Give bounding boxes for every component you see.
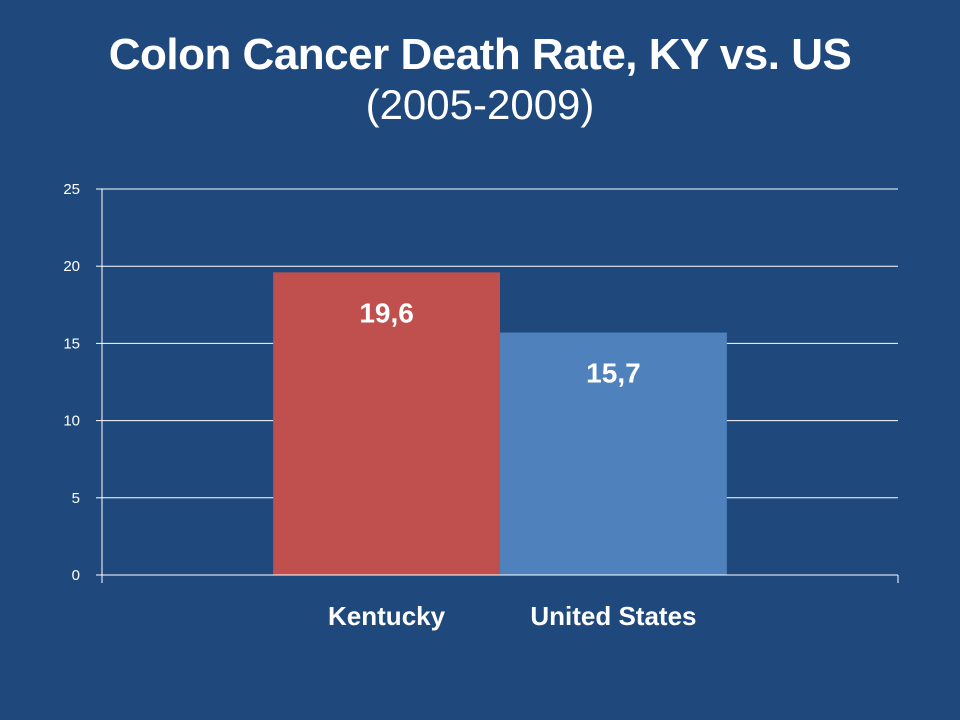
data-label: 15,7 <box>586 358 641 389</box>
category-label: Kentucky <box>328 601 446 631</box>
y-tick-label: 15 <box>63 335 80 352</box>
bar-1 <box>500 332 727 575</box>
y-tick-label: 5 <box>72 490 80 507</box>
data-label: 19,6 <box>359 297 414 328</box>
y-tick-label: 10 <box>63 413 80 430</box>
y-tick-label: 25 <box>63 181 80 198</box>
bar-0 <box>273 272 500 575</box>
category-label: United States <box>530 601 696 631</box>
chart-subtitle: (2005-2009) <box>365 80 595 128</box>
chart-title: Colon Cancer Death Rate, KY vs. US <box>108 30 852 79</box>
y-tick-label: 20 <box>63 258 80 275</box>
chart-title-block: Colon Cancer Death Rate, KY vs. US (2005… <box>0 30 960 129</box>
y-tick-label: 0 <box>72 567 80 584</box>
